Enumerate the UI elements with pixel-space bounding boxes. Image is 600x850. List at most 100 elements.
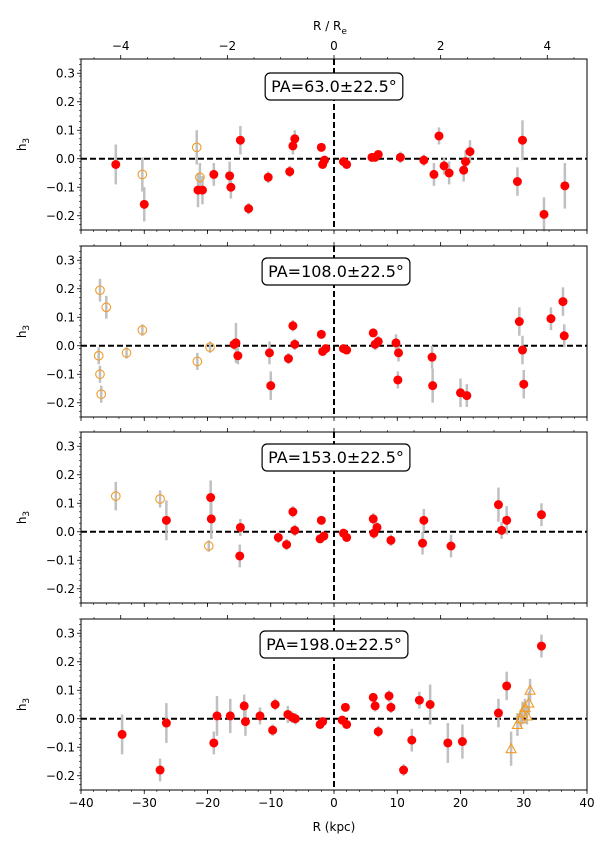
- x-tick-label: −20: [195, 796, 220, 810]
- data-point: [395, 152, 405, 162]
- pa-label-box: [261, 257, 411, 286]
- data-point: [273, 532, 283, 542]
- data-point-open: [101, 302, 112, 313]
- panel-4: −0.2 −0.1 0.0 0.1 0.2 0.3 PA=198.0±22.5° h3: [15, 615, 588, 794]
- data-point: [340, 702, 350, 712]
- data-point-open: [110, 491, 121, 501]
- data-point: [368, 692, 378, 702]
- data-point: [290, 134, 300, 144]
- data-point: [519, 379, 529, 389]
- data-point: [318, 717, 328, 727]
- data-point: [290, 525, 300, 535]
- data-point-open: [203, 541, 214, 551]
- y-axis-label-base: h: [15, 704, 29, 712]
- data-point: [266, 381, 276, 391]
- top-axis-label: R / Re: [313, 19, 347, 37]
- y-tick-label: 0.0: [56, 152, 75, 166]
- data-point: [536, 641, 546, 651]
- y-tick-label: 0.1: [56, 496, 75, 510]
- data-point: [161, 718, 171, 728]
- top-tick-label: 0: [330, 39, 338, 53]
- data-point: [493, 708, 503, 718]
- data-point: [139, 199, 149, 209]
- data-point-open: [93, 350, 104, 361]
- data-point: [461, 157, 471, 167]
- data-point-triangle: [522, 696, 535, 708]
- data-point: [393, 375, 403, 385]
- top-tick-label: −2: [219, 39, 237, 53]
- data-point: [419, 155, 429, 165]
- x-tick-label: 40: [579, 796, 594, 810]
- panel-3: −0.2 −0.1 0.0 0.1 0.2 0.3 PA=153.0±22.5° h3: [15, 428, 588, 607]
- data-point: [263, 172, 273, 182]
- data-point-triangle: [520, 709, 533, 721]
- x-tick-label: 10: [390, 796, 405, 810]
- data-point: [268, 725, 278, 735]
- data-point: [386, 535, 396, 545]
- data-point: [512, 177, 522, 187]
- data-point: [459, 165, 469, 175]
- y-tick-label: −0.1: [46, 553, 75, 567]
- data-point: [342, 159, 352, 169]
- data-point: [514, 317, 524, 327]
- data-point: [384, 691, 394, 701]
- data-point: [282, 540, 292, 550]
- y-tick-label: 0.2: [56, 468, 75, 482]
- pa-label: PA=153.0±22.5°: [268, 448, 404, 467]
- y-axis-label-sub: 3: [22, 325, 32, 331]
- data-point-open: [195, 172, 205, 183]
- x-tick-label: −10: [258, 796, 283, 810]
- data-point: [212, 711, 222, 721]
- data-point: [465, 147, 475, 157]
- data-point: [559, 331, 569, 341]
- y-axis-label: h3: [15, 698, 32, 711]
- data-point: [240, 717, 250, 727]
- data-point: [391, 338, 401, 348]
- data-point: [493, 500, 503, 510]
- data-point: [209, 738, 219, 748]
- data-point: [316, 329, 326, 339]
- data-point: [372, 522, 382, 532]
- data-point: [117, 729, 127, 739]
- data-point: [560, 181, 570, 191]
- y-tick-label: 0.1: [56, 310, 75, 324]
- data-point: [399, 765, 409, 775]
- data-point: [462, 391, 472, 401]
- data-point: [394, 348, 404, 358]
- x-tick-label: 20: [453, 796, 468, 810]
- data-point: [155, 765, 165, 775]
- data-point: [457, 737, 467, 747]
- panel-frame: [80, 58, 588, 231]
- top-tick-label: 2: [437, 39, 445, 53]
- data-point: [502, 515, 512, 525]
- pa-label-box: [261, 443, 411, 472]
- data-point: [342, 719, 352, 729]
- y-axis-label: h3: [15, 511, 32, 524]
- data-point-open: [205, 342, 215, 353]
- data-point: [316, 142, 326, 152]
- x-tick-label: 0: [330, 796, 338, 810]
- y-tick-label: 0.0: [56, 712, 75, 726]
- data-point-open: [137, 325, 148, 335]
- y-axis-label-sub: 3: [22, 138, 32, 144]
- data-point: [225, 711, 235, 721]
- data-point: [255, 711, 265, 721]
- y-tick-label: 0.3: [56, 439, 75, 453]
- y-tick-label: 0.3: [56, 253, 75, 267]
- data-point-open: [137, 169, 148, 180]
- x-tick-label: 30: [516, 796, 531, 810]
- data-point: [235, 522, 245, 532]
- y-axis-label: h3: [15, 325, 32, 338]
- top-tick-label: 4: [543, 39, 551, 53]
- data-point: [233, 351, 243, 361]
- panel-frame: [80, 618, 588, 791]
- data-point: [517, 135, 527, 145]
- data-point: [239, 701, 249, 711]
- y-axis-label-base: h: [15, 517, 29, 525]
- y-tick-label: 0.3: [56, 626, 75, 640]
- data-point: [321, 344, 331, 354]
- data-point: [407, 735, 417, 745]
- data-point-open: [95, 369, 105, 380]
- data-point: [419, 515, 429, 525]
